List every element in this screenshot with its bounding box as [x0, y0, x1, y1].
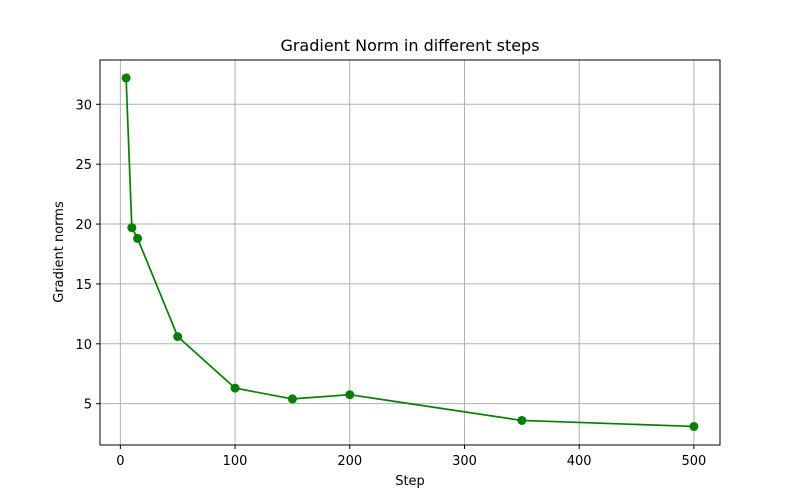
y-tick-label: 25 — [75, 158, 92, 173]
axis-ticks: 0 100 200 300 400 500 5 10 15 20 25 30 — [75, 98, 706, 469]
data-point — [173, 332, 183, 342]
x-axis-label: Step — [395, 474, 425, 489]
grid-lines — [100, 60, 720, 445]
x-tick-label: 500 — [681, 454, 706, 469]
y-tick-label: 15 — [75, 278, 92, 293]
x-tick-label: 0 — [116, 454, 124, 469]
x-tick-label: 300 — [452, 454, 477, 469]
y-tick-label: 10 — [75, 338, 92, 353]
y-tick-label: 30 — [75, 98, 92, 113]
data-point — [287, 394, 297, 404]
data-point — [517, 415, 527, 425]
data-point — [345, 390, 355, 400]
chart-title: Gradient Norm in different steps — [280, 36, 539, 55]
data-point — [133, 233, 143, 243]
y-tick-label: 5 — [84, 398, 92, 413]
x-tick-label: 100 — [223, 454, 248, 469]
y-tick-label: 20 — [75, 218, 92, 233]
x-tick-label: 200 — [337, 454, 362, 469]
plot-frame — [99, 59, 721, 446]
data-point — [127, 223, 137, 233]
x-tick-label: 400 — [567, 454, 592, 469]
series-layer — [121, 73, 699, 431]
data-point — [121, 73, 131, 83]
data-point — [230, 383, 240, 393]
series-line — [125, 77, 694, 428]
data-point — [689, 421, 699, 431]
y-axis-label: Gradient norms — [52, 201, 67, 303]
